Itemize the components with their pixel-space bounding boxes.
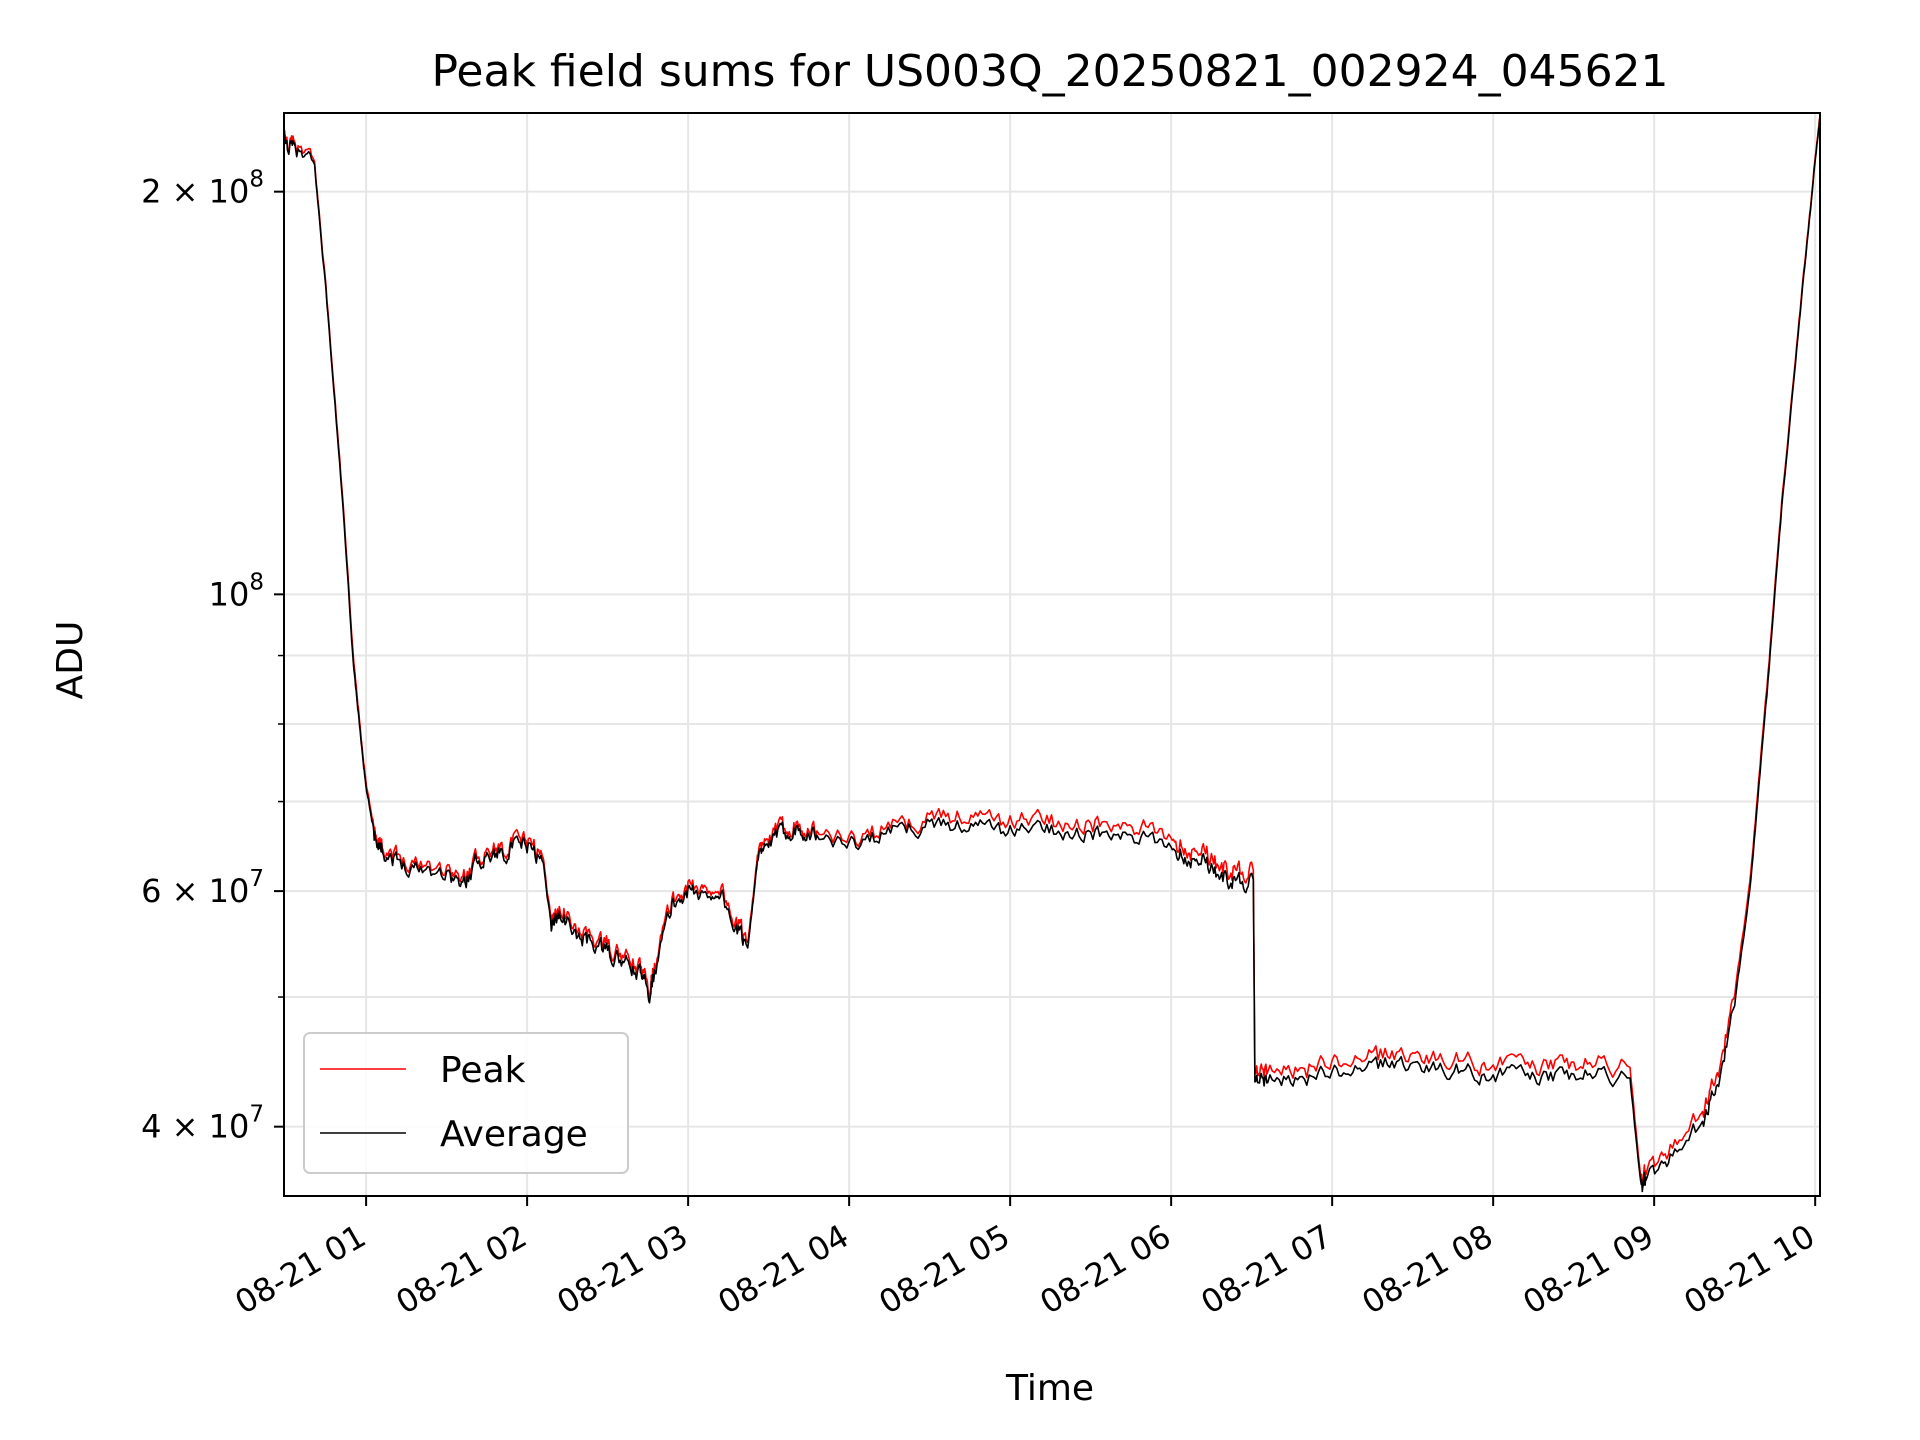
- legend-label-peak: Peak: [440, 1050, 526, 1091]
- legend-box: [303, 1032, 629, 1174]
- legend-label-average: Average: [440, 1114, 588, 1155]
- legend: Peak Average: [303, 1032, 629, 1174]
- x-axis-label: Time: [1005, 1368, 1094, 1409]
- y-axis-label: ADU: [50, 621, 91, 700]
- y-tick-label: 6 × 107: [141, 866, 264, 910]
- y-axis-ticks: 4 × 107 6 × 107 108 2 × 108: [141, 167, 284, 1146]
- series-line-average: [283, 115, 1821, 1193]
- y-tick-label: 4 × 107: [141, 1102, 264, 1146]
- plot-frame: [283, 112, 1821, 1197]
- chart-title: Peak field sums for US003Q_20250821_0029…: [431, 46, 1668, 97]
- plot-series: [283, 112, 1821, 1193]
- y-tick-label: 108: [209, 569, 264, 613]
- series-line-peak: [283, 112, 1821, 1188]
- grid: [284, 113, 1820, 1196]
- y-tick-label: 2 × 108: [141, 167, 264, 211]
